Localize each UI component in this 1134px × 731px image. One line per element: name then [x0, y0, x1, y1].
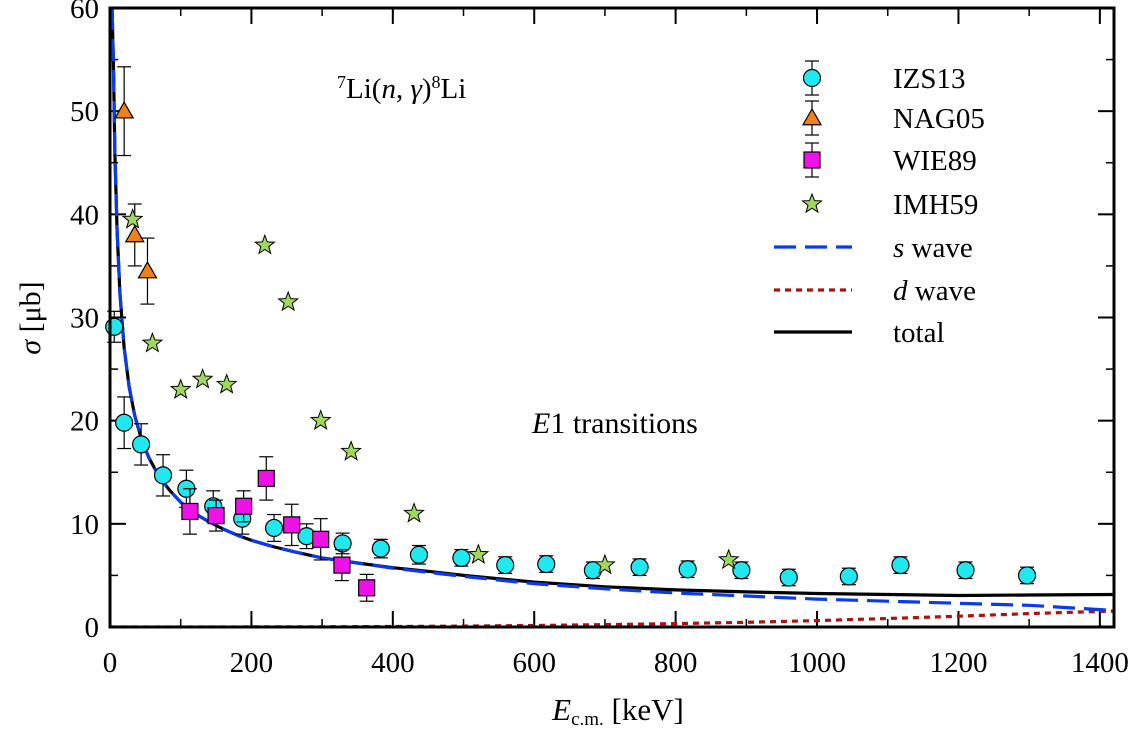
- legend-label-nag05: NAG05: [893, 103, 985, 135]
- y-tick-label: 10: [70, 509, 99, 541]
- point-izs13: [496, 555, 515, 575]
- legend-label-imh59: IMH59: [893, 189, 978, 221]
- point-izs13: [537, 554, 556, 574]
- legend-label-izs13: IZS13: [893, 63, 966, 95]
- point-izs13: [891, 555, 910, 575]
- point-imh59: [467, 543, 490, 565]
- point-wie89: [181, 502, 199, 521]
- point-imh59: [403, 502, 425, 523]
- point-izs13: [1017, 566, 1037, 585]
- point-izs13: [409, 545, 429, 564]
- x-tick-label: 1400: [1071, 647, 1129, 679]
- point-wie89: [358, 579, 376, 597]
- point-imh59: [215, 373, 238, 394]
- x-tick-label: 800: [654, 647, 698, 679]
- point-izs13: [732, 561, 751, 580]
- chart-ticks: [109, 7, 1114, 628]
- chart-points: [105, 66, 1037, 602]
- point-izs13: [779, 568, 798, 587]
- point-imh59: [191, 367, 214, 389]
- legend-marker-nag05: [801, 107, 823, 126]
- curve-d-wave: [110, 609, 1114, 627]
- chart-legend: IZS13 NAG05 WIE89 IMH59 s wave d wave total: [774, 60, 985, 349]
- chart-tick-labels: 0 200 400 600 800 1000 1200 1400 0 10 20 30 40 50 60: [70, 0, 1129, 679]
- point-imh59: [309, 409, 332, 430]
- legend-marker-wie89: [803, 151, 821, 169]
- x-tick-label: 0: [103, 647, 118, 679]
- point-wie89: [312, 530, 330, 548]
- point-izs13: [678, 560, 697, 579]
- point-imh59: [717, 548, 740, 570]
- plot-frame: [108, 6, 1116, 629]
- legend-marker-imh59: [801, 192, 823, 214]
- point-izs13: [264, 518, 284, 538]
- x-tick-label: 200: [230, 647, 274, 679]
- point-imh59: [169, 378, 192, 399]
- y-tick-label: 20: [70, 406, 99, 438]
- point-wie89: [257, 469, 275, 488]
- curve-s-wave: [110, 8, 1114, 613]
- point-nag05: [137, 260, 158, 279]
- point-wie89: [283, 516, 301, 534]
- point-izs13: [630, 558, 649, 577]
- reaction-annotation: 7Li(n, γ)8Li: [337, 72, 466, 105]
- legend-label-s-wave: s wave: [893, 232, 973, 264]
- legend-label-wie89: WIE89: [893, 145, 977, 177]
- x-axis-label: Ec.m. [keV]: [551, 692, 684, 730]
- point-wie89: [333, 556, 351, 574]
- x-tick-label: 1000: [788, 647, 846, 679]
- y-tick-label: 50: [70, 96, 99, 128]
- point-izs13: [371, 539, 390, 558]
- point-imh59: [277, 290, 300, 312]
- x-tick-label: 600: [512, 647, 556, 679]
- point-imh59: [340, 440, 362, 461]
- y-axis-label: σ [μb]: [14, 281, 47, 354]
- transition-annotation: E1 transitions: [531, 407, 698, 440]
- point-nag05: [124, 224, 145, 243]
- y-tick-label: 30: [70, 303, 99, 335]
- point-imh59: [253, 233, 276, 255]
- legend-marker-izs13: [802, 68, 822, 88]
- chart-curves: [110, 8, 1114, 627]
- point-izs13: [452, 548, 471, 567]
- legend-label-d-wave: d wave: [893, 275, 976, 307]
- point-imh59: [121, 208, 144, 229]
- y-tick-label: 60: [70, 0, 99, 25]
- y-tick-label: 40: [70, 199, 99, 231]
- point-izs13: [153, 466, 173, 485]
- point-wie89: [207, 506, 225, 525]
- x-tick-label: 400: [371, 647, 415, 679]
- x-tick-label: 1200: [929, 647, 987, 679]
- point-imh59: [594, 553, 616, 575]
- point-izs13: [115, 413, 134, 432]
- point-imh59: [141, 331, 164, 353]
- legend-label-total: total: [893, 317, 945, 349]
- point-izs13: [839, 567, 858, 586]
- y-tick-label: 0: [85, 612, 100, 644]
- point-izs13: [956, 561, 975, 580]
- point-izs13: [333, 534, 352, 553]
- point-izs13: [105, 317, 124, 336]
- point-nag05: [114, 100, 135, 119]
- point-wie89: [235, 497, 253, 515]
- point-izs13: [132, 435, 151, 454]
